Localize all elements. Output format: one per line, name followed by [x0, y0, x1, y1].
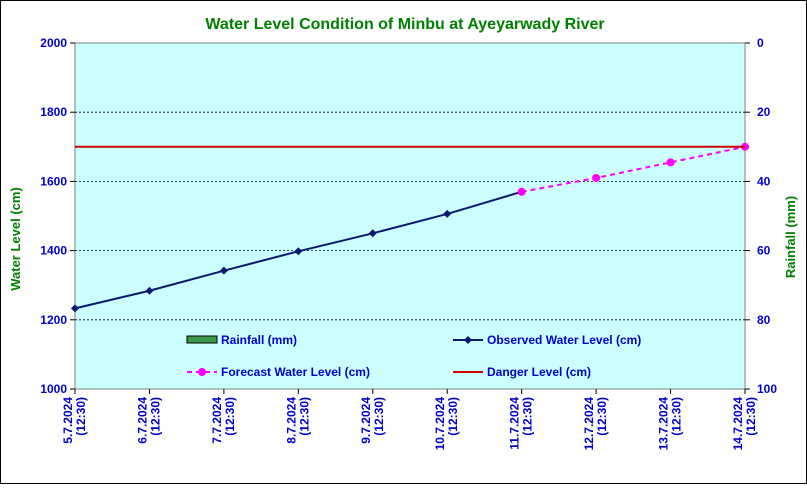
- legend: Rainfall (mm) Observed Water Level (cm) Fo…: [186, 333, 641, 379]
- x-tick-label: 9.7.2024(12:30): [359, 397, 386, 444]
- forecast-water-level-point: [666, 158, 675, 167]
- x-tick-label: 6.7.2024(12:30): [135, 397, 162, 444]
- y-tick-label: 1400: [40, 244, 67, 258]
- observed-water-level-point: [368, 229, 377, 238]
- axes: 1000 1200 1400 1600 1800 2000 0 20 40 60 80 100 5.7.…: [40, 36, 777, 450]
- y-tick-label: 1000: [40, 382, 67, 396]
- y-tick-label: 1800: [40, 105, 67, 119]
- y-axis-label: Water Level (cm): [8, 187, 23, 291]
- observed-water-level-point: [219, 266, 228, 275]
- y-tick-label: 1600: [40, 174, 67, 188]
- observed-water-level-point: [145, 286, 154, 295]
- legend-forecast-marker: [198, 368, 206, 376]
- series: [71, 142, 749, 313]
- y2-tick-label: 40: [757, 174, 771, 188]
- legend-label: Rainfall (mm): [221, 333, 297, 347]
- y2-tick-label: 0: [757, 36, 764, 50]
- chart-title: Water Level Condition of Minbu at Ayeyar…: [205, 16, 604, 33]
- observed-water-level-point: [443, 209, 452, 218]
- legend-rainfall-swatch: [186, 335, 218, 344]
- x-tick-label: 12.7.2024(12:30): [582, 397, 609, 451]
- legend-label: Observed Water Level (cm): [487, 333, 641, 347]
- y-tick-label: 1200: [40, 313, 67, 327]
- y2-tick-label: 60: [757, 244, 771, 258]
- observed-water-level-point: [71, 304, 79, 313]
- x-tick-label: 13.7.2024(12:30): [657, 397, 684, 451]
- legend-observed-marker: [464, 336, 472, 344]
- y-tick-label: 2000: [40, 36, 67, 50]
- legend-label: Forecast Water Level (cm): [221, 365, 370, 379]
- observed-water-level-point: [294, 247, 303, 256]
- plot-area: [74, 42, 746, 390]
- forecast-water-level-point: [517, 187, 526, 196]
- y2-tick-label: 80: [757, 313, 771, 327]
- y2-axis-label: Rainfall (mm): [783, 196, 798, 278]
- legend-label: Danger Level (cm): [487, 365, 591, 379]
- y2-tick-label: 100: [757, 382, 777, 396]
- forecast-water-level-point: [592, 173, 601, 182]
- x-tick-label: 8.7.2024(12:30): [284, 397, 311, 444]
- x-tick-label: 14.7.2024(12:30): [731, 397, 758, 451]
- x-tick-label: 10.7.2024(12:30): [433, 397, 460, 451]
- y2-tick-label: 20: [757, 105, 771, 119]
- x-tick-label: 7.7.2024(12:30): [210, 397, 237, 444]
- x-tick-label: 11.7.2024(12:30): [508, 397, 535, 450]
- x-tick-label: 5.7.2024(12:30): [61, 397, 88, 444]
- forecast-water-level-line: [521, 145, 746, 193]
